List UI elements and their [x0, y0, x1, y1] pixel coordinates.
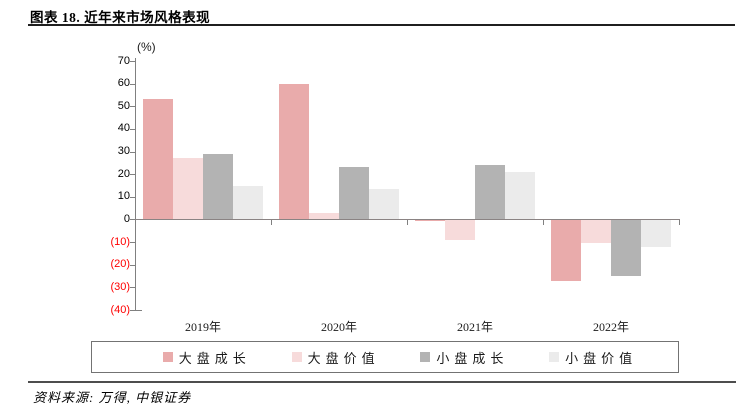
- x-axis-zero-line: [135, 219, 680, 221]
- legend-entry-小盘价值: 小盘价值: [549, 348, 637, 367]
- y-axis-line: [135, 58, 136, 311]
- x-axis-section-tick: [679, 220, 680, 226]
- bar-2019年-大盘成长: [143, 99, 173, 220]
- y-axis-tick: [130, 287, 135, 289]
- y-axis-tick-label: 40: [117, 122, 130, 135]
- legend-label: 大盘成长: [178, 350, 251, 366]
- x-axis-section-tick: [407, 220, 408, 226]
- bar-2020年-大盘价值: [309, 212, 339, 220]
- bar-2020年-大盘成长: [279, 83, 309, 220]
- y-axis-tick: [130, 83, 135, 85]
- y-axis-tick: [130, 264, 135, 266]
- y-axis-bottom-tick: [130, 310, 142, 311]
- x-axis-label: 2020年: [320, 320, 357, 334]
- x-axis-section-tick: [543, 220, 544, 226]
- bar-2022年-小盘成长: [611, 219, 641, 277]
- legend-swatch-icon: [420, 352, 431, 362]
- y-axis-tick-label: 20: [117, 167, 130, 180]
- bar-2020年-小盘成长: [339, 167, 369, 220]
- y-axis-tick-label: (30): [110, 280, 130, 293]
- legend-label: 小盘成长: [436, 350, 509, 366]
- source-note: 资料来源: 万得, 中银证券: [33, 390, 192, 405]
- bar-2022年-大盘价值: [581, 219, 611, 244]
- legend-swatch-icon: [162, 352, 173, 362]
- figure-title: 图表 18. 近年来市场风格表现: [30, 10, 211, 25]
- y-axis-tick-label: (20): [110, 258, 130, 271]
- y-axis-tick: [130, 61, 135, 62]
- y-axis-tick: [130, 151, 135, 153]
- legend-label: 大盘价值: [307, 350, 380, 366]
- y-axis-tick-label: 60: [117, 77, 130, 90]
- x-axis-label: 2021年: [456, 320, 493, 334]
- bar-2022年-大盘成长: [551, 219, 581, 281]
- bar-2020年-小盘价值: [369, 188, 399, 220]
- y-axis-tick: [130, 196, 135, 198]
- x-axis-section-tick: [135, 220, 136, 226]
- x-axis-label: 2019年: [184, 320, 221, 334]
- legend-swatch-icon: [549, 352, 560, 362]
- y-axis-tick-label: 10: [117, 190, 130, 203]
- y-axis-tick-label: 70: [117, 54, 130, 67]
- title-divider: [28, 24, 735, 26]
- bar-2019年-小盘成长: [203, 153, 233, 220]
- y-axis-tick-label: (40): [110, 303, 130, 316]
- y-axis-tick-label: 50: [117, 99, 130, 112]
- y-axis-unit-label: (%): [137, 40, 156, 54]
- x-axis-section-tick: [271, 220, 272, 226]
- legend-label: 小盘价值: [565, 350, 638, 366]
- bar-2021年-小盘价值: [505, 171, 535, 220]
- y-axis-tick-label: 30: [117, 145, 130, 158]
- bar-2021年-小盘成长: [475, 165, 505, 220]
- y-axis-tick-label: (10): [110, 235, 130, 248]
- footer-divider: [28, 381, 736, 383]
- chart-legend: 大盘成长 大盘价值 小盘成长 小盘价值: [91, 341, 679, 373]
- y-axis-tick: [130, 219, 135, 221]
- legend-swatch-icon: [291, 352, 302, 362]
- bar-2022年-小盘价值: [641, 219, 671, 247]
- bar-2019年-小盘价值: [233, 185, 263, 220]
- y-axis-tick: [130, 242, 135, 244]
- y-axis-tick: [130, 128, 135, 130]
- legend-entry-大盘成长: 大盘成长: [162, 348, 251, 367]
- bar-chart-plot-area: 70 60 50 40 30 20 10 0 (10) (20) (30) (40) 2019年 2020…: [110, 55, 680, 334]
- bar-2019年-大盘价值: [173, 158, 203, 220]
- legend-entry-小盘成长: 小盘成长: [420, 348, 508, 367]
- y-axis-tick: [130, 106, 135, 108]
- y-axis-tick-label: 0: [123, 212, 130, 225]
- y-axis-tick: [130, 174, 135, 176]
- x-axis-label: 2022年: [592, 320, 629, 334]
- bar-2021年-大盘价值: [445, 219, 475, 240]
- y-axis-tick: [130, 310, 135, 311]
- legend-entry-大盘价值: 大盘价值: [291, 348, 380, 367]
